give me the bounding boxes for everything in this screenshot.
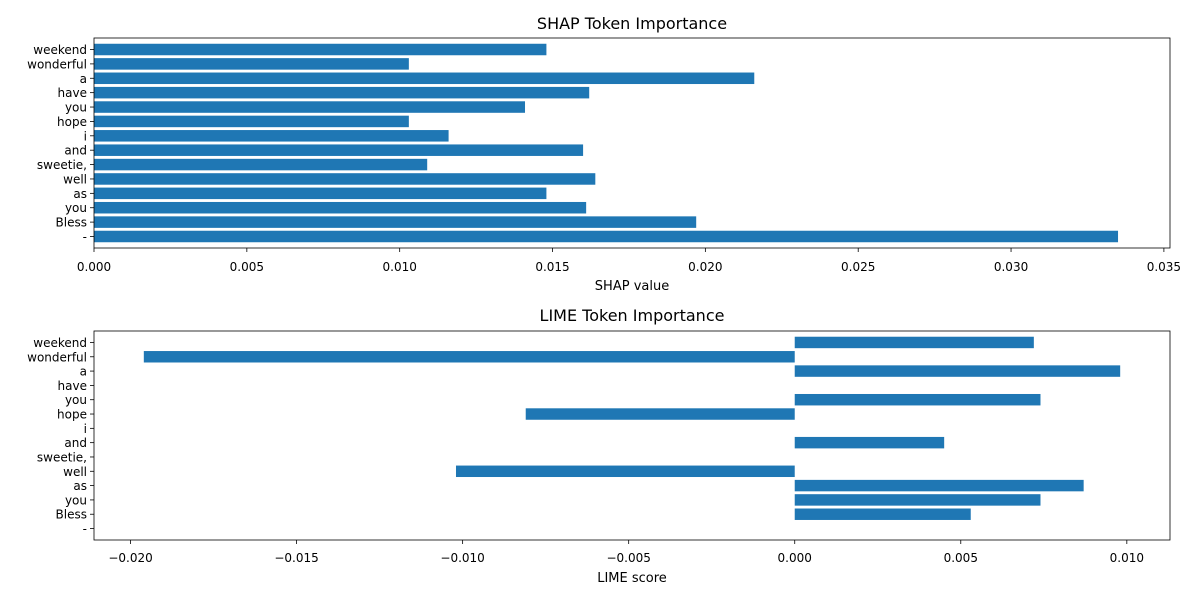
shap-chart-title: SHAP Token Importance — [537, 14, 727, 33]
shap-bars — [94, 43, 1119, 243]
lime-y-tick-label: Bless — [56, 508, 87, 522]
lime-y-tick-label: weekend — [33, 336, 87, 350]
shap-x-tick-label: 0.015 — [535, 260, 569, 274]
lime-x-tick-label: −0.010 — [440, 551, 484, 565]
lime-x-tick-label: −0.005 — [606, 551, 650, 565]
shap-bar — [94, 201, 587, 214]
shap-x-tick-label: 0.025 — [841, 260, 875, 274]
shap-y-tick-label: i — [84, 129, 87, 143]
lime-bar — [455, 465, 795, 478]
shap-bar — [94, 158, 428, 171]
shap-x-tick-label: 0.020 — [688, 260, 722, 274]
lime-y-tick-label: i — [84, 422, 87, 436]
lime-x-tick-label: 0.000 — [778, 551, 812, 565]
lime-bar — [794, 436, 945, 449]
lime-y-tick-label: and — [64, 436, 87, 450]
shap-y-tick-label: - — [83, 230, 87, 244]
lime-bars — [143, 336, 1121, 520]
shap-bar — [94, 216, 697, 228]
lime-x-tick-label: −0.020 — [108, 551, 152, 565]
lime-y-tick-label: well — [63, 465, 87, 479]
shap-y-ticks: weekendwonderfulahaveyouhopeiandsweetie,… — [27, 43, 94, 244]
lime-x-tick-label: 0.005 — [944, 551, 978, 565]
lime-y-tick-label: have — [58, 379, 87, 393]
lime-x-ticks: −0.020 −0.015 −0.010 −0.005 0.000 0.005 0.010 — [108, 540, 1144, 565]
lime-y-ticks: weekendwonderfulahaveyouhopeiandsweetie,… — [27, 336, 94, 536]
shap-y-tick-label: you — [65, 101, 87, 115]
shap-bar — [94, 144, 584, 156]
lime-axes-frame — [93, 330, 1171, 541]
shap-x-axis-label: SHAP value — [595, 279, 669, 294]
lime-y-tick-label: you — [65, 493, 87, 507]
lime-bar — [794, 494, 1041, 506]
shap-x-tick-label: 0.035 — [1147, 260, 1181, 274]
shap-y-tick-label: Bless — [56, 216, 87, 230]
shap-bar — [94, 115, 409, 128]
lime-y-tick-label: wonderful — [27, 350, 87, 364]
lime-bar — [794, 393, 1041, 406]
shap-y-tick-label: you — [65, 201, 87, 215]
lime-x-axis-label: LIME score — [597, 571, 667, 586]
lime-bar — [143, 351, 795, 363]
shap-bar — [94, 101, 526, 113]
lime-bar — [794, 508, 971, 520]
lime-bar — [794, 479, 1084, 492]
lime-bar — [525, 408, 795, 420]
shap-y-tick-label: wonderful — [27, 57, 87, 71]
lime-chart: LIME Token Importance LIME score weekend… — [27, 306, 1171, 586]
shap-bar — [94, 130, 449, 142]
shap-x-tick-label: 0.000 — [77, 260, 111, 274]
shap-y-tick-label: a — [80, 72, 87, 86]
lime-chart-title: LIME Token Importance — [540, 306, 725, 325]
lime-bar — [794, 336, 1034, 349]
lime-y-tick-label: you — [65, 393, 87, 407]
shap-y-tick-label: and — [64, 144, 87, 158]
shap-x-tick-label: 0.010 — [383, 260, 417, 274]
lime-x-tick-label: −0.015 — [274, 551, 318, 565]
shap-bar — [94, 187, 547, 200]
shap-bar — [94, 43, 547, 56]
shap-x-tick-label: 0.005 — [230, 260, 264, 274]
lime-y-tick-label: hope — [57, 408, 87, 422]
shap-x-ticks: 0.000 0.005 0.010 0.015 0.020 0.025 0.030 0.035 — [77, 248, 1181, 274]
shap-y-tick-label: well — [63, 172, 87, 186]
shap-x-tick-label: 0.030 — [994, 260, 1028, 274]
shap-bar — [94, 86, 590, 99]
shap-y-tick-label: sweetie, — [37, 158, 87, 172]
shap-chart: SHAP Token Importance SHAP value weekend… — [27, 14, 1181, 294]
lime-x-tick-label: 0.010 — [1110, 551, 1144, 565]
lime-bar — [794, 365, 1121, 377]
lime-y-tick-label: as — [73, 479, 87, 493]
shap-axes-frame — [93, 37, 1171, 249]
shap-y-tick-label: hope — [57, 115, 87, 129]
shap-bar — [94, 230, 1119, 243]
lime-y-tick-label: sweetie, — [37, 450, 87, 464]
shap-y-tick-label: as — [73, 187, 87, 201]
shap-y-tick-label: have — [58, 86, 87, 100]
lime-y-tick-label: a — [80, 365, 87, 379]
lime-y-tick-label: - — [83, 522, 87, 536]
shap-y-tick-label: weekend — [33, 43, 87, 57]
shap-bar — [94, 72, 755, 85]
shap-bar — [94, 173, 596, 185]
shap-bar — [94, 58, 409, 70]
